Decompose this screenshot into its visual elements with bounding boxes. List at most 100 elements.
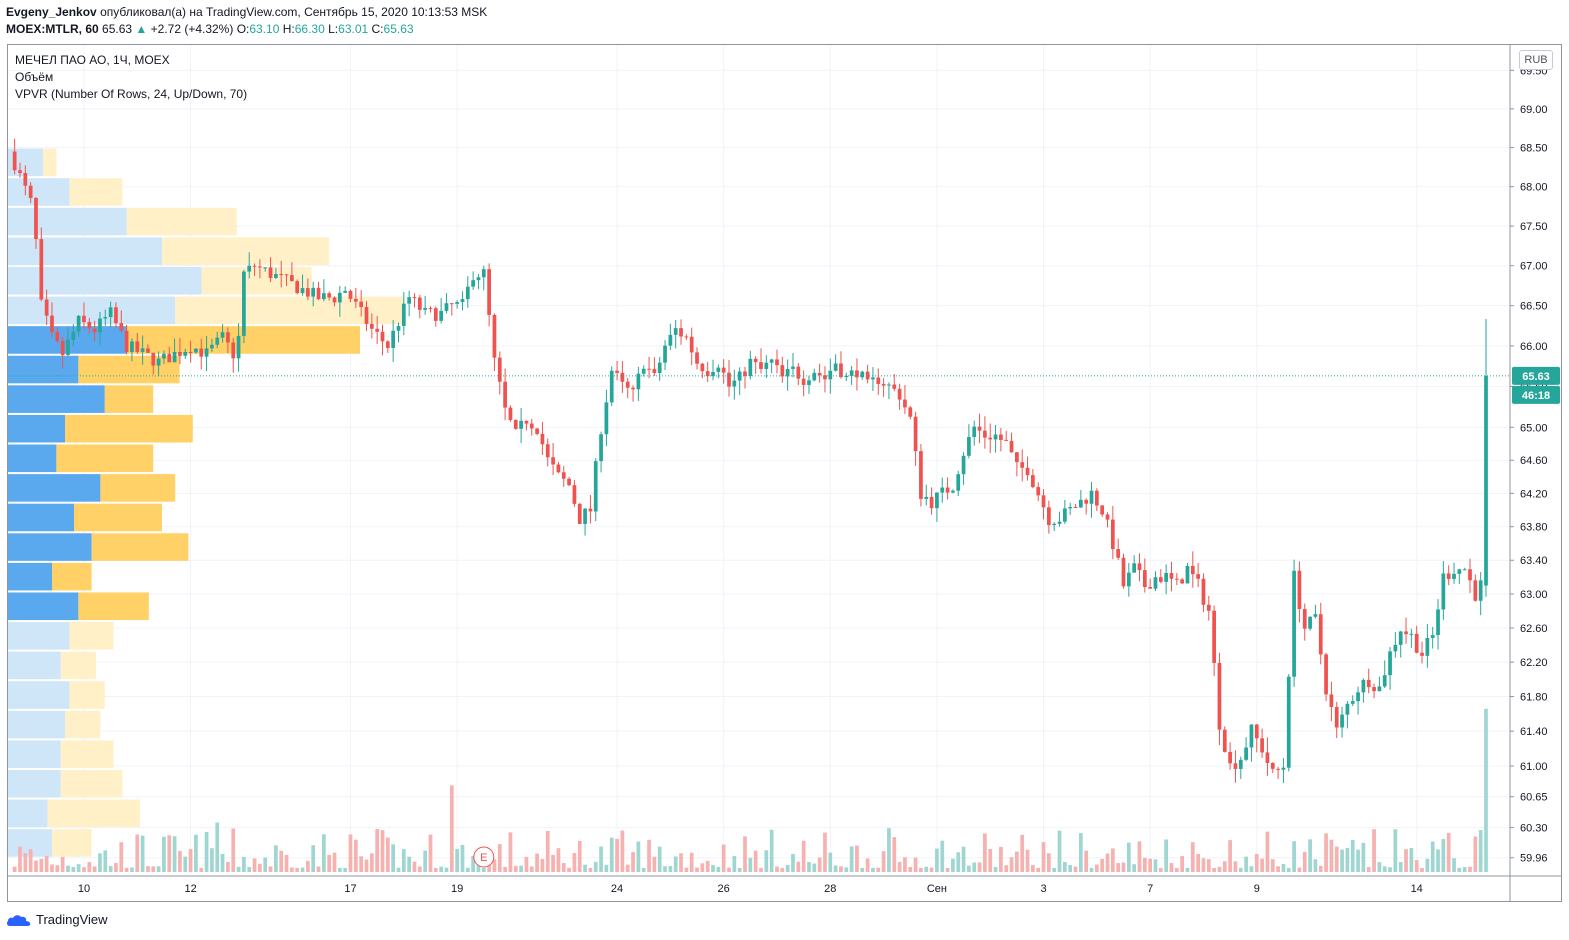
candle-body xyxy=(98,318,102,333)
y-tick-label: 64.20 xyxy=(1520,488,1548,500)
chart-frame[interactable] xyxy=(7,44,1562,902)
volume-bar xyxy=(1404,849,1408,872)
volume-bar xyxy=(1132,864,1137,872)
vpvr-row-down xyxy=(69,178,123,206)
volume-bar xyxy=(684,867,689,872)
candle-body xyxy=(684,336,689,338)
candle-body xyxy=(1334,706,1339,728)
candle-body xyxy=(1089,490,1094,504)
candle-body xyxy=(999,434,1003,440)
volume-bar xyxy=(172,836,177,872)
candle-body xyxy=(471,280,475,287)
volume-bar xyxy=(1036,867,1041,872)
legend-volume[interactable]: Объём xyxy=(15,70,54,84)
candle-body xyxy=(396,325,401,331)
volume-bar xyxy=(39,858,44,872)
candle-body xyxy=(860,371,865,378)
candle-body xyxy=(92,328,97,333)
candle-body xyxy=(1329,694,1334,707)
volume-bar xyxy=(162,836,166,872)
candle-body xyxy=(1350,701,1355,704)
candle-body xyxy=(1302,609,1307,629)
candle-body xyxy=(183,351,188,356)
y-tick-label: 63.80 xyxy=(1520,522,1548,534)
close-label: C: xyxy=(371,22,384,36)
tradingview-logo[interactable]: TradingView xyxy=(6,912,108,927)
volume-bar xyxy=(695,867,699,872)
close-value: 65.63 xyxy=(383,22,414,36)
volume-bar xyxy=(679,853,683,872)
candle-body xyxy=(801,378,806,385)
candle-body xyxy=(1169,572,1174,579)
volume-bar xyxy=(705,860,710,872)
volume-bar xyxy=(887,828,891,872)
volume-bar xyxy=(625,864,630,872)
candle-body xyxy=(737,371,742,381)
volume-bar xyxy=(588,867,593,872)
volume-bar xyxy=(1031,865,1035,872)
candle-body xyxy=(844,375,849,378)
volume-bar xyxy=(652,856,657,872)
vpvr-row-down xyxy=(47,799,140,828)
vpvr-row-up xyxy=(8,622,70,650)
candle-body xyxy=(780,365,785,377)
candle-body xyxy=(119,323,124,331)
candle-body xyxy=(252,265,257,267)
candle-body xyxy=(1286,676,1291,768)
volume-bar xyxy=(1142,857,1147,872)
candle-body xyxy=(321,293,326,300)
volume-bar xyxy=(268,866,273,872)
currency-badge[interactable]: RUB xyxy=(1519,50,1553,70)
volume-bar xyxy=(1057,830,1062,872)
volume-bar xyxy=(316,866,321,872)
candle-body xyxy=(1164,572,1169,582)
candle-body xyxy=(1372,687,1376,692)
volume-bar xyxy=(828,852,833,872)
candle-body xyxy=(332,297,337,303)
volume-bar xyxy=(1382,866,1387,872)
candle-body xyxy=(1105,514,1110,520)
symbol-interval: MOEX:MTLR, 60 xyxy=(6,22,99,36)
candle-body xyxy=(641,368,646,374)
y-tick-label: 61.00 xyxy=(1520,761,1548,773)
candle-body xyxy=(1180,579,1185,584)
vpvr-row-down xyxy=(175,296,404,325)
candle-body xyxy=(1110,519,1115,550)
earnings-marker-label: E xyxy=(480,852,487,864)
x-tick-label: 28 xyxy=(824,883,836,895)
candle-body xyxy=(300,288,305,294)
candle-body xyxy=(295,281,300,294)
legend-vpvr[interactable]: VPVR (Number Of Rows, 24, Up/Down, 70) xyxy=(15,87,248,101)
vpvr-row-down xyxy=(201,266,312,295)
candle-body xyxy=(833,363,838,371)
volume-bar xyxy=(636,841,641,872)
volume-bar xyxy=(924,866,929,872)
candle-body xyxy=(279,274,284,276)
volume-bar xyxy=(1190,842,1195,872)
candle-body xyxy=(1036,487,1041,496)
volume-bar xyxy=(348,834,353,872)
candle-body xyxy=(263,267,268,269)
candle-body xyxy=(114,307,118,324)
volume-bar xyxy=(577,841,582,872)
candle-body xyxy=(951,490,955,493)
volume-bar xyxy=(215,822,220,872)
volume-bar xyxy=(23,853,28,872)
volume-bar xyxy=(817,857,822,872)
candle-body xyxy=(284,274,289,276)
candle-body xyxy=(1185,565,1190,584)
author-name[interactable]: Evgeny_Jenkov xyxy=(6,5,97,19)
candle-body xyxy=(172,351,177,363)
volume-bar xyxy=(481,867,486,872)
volume-bar xyxy=(460,845,465,872)
candle-body xyxy=(1441,573,1446,610)
x-tick-label: 10 xyxy=(78,883,90,895)
volume-bar xyxy=(764,850,769,872)
volume-bar xyxy=(1430,841,1435,872)
legend-title[interactable]: МЕЧЕЛ ПАО АО, 1Ч, MOEX xyxy=(15,53,170,67)
volume-bar xyxy=(60,856,65,872)
candle-body xyxy=(1217,662,1222,730)
volume-bar xyxy=(1222,861,1227,872)
vpvr-row-down xyxy=(65,710,101,739)
